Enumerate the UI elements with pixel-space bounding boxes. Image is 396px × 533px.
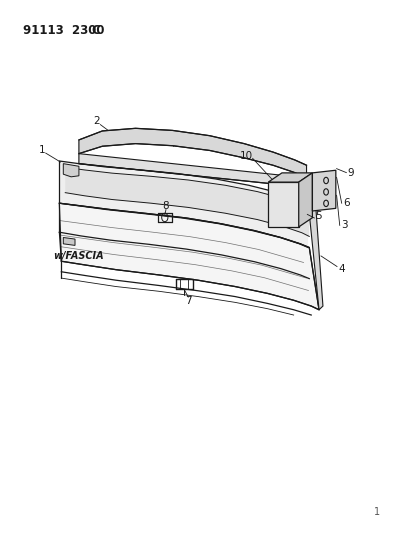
Polygon shape xyxy=(79,154,307,188)
Text: 3: 3 xyxy=(341,220,348,230)
Polygon shape xyxy=(65,167,309,237)
Text: 4: 4 xyxy=(338,264,345,274)
Text: 1: 1 xyxy=(374,507,380,517)
Polygon shape xyxy=(312,170,336,211)
Text: 6: 6 xyxy=(343,198,350,208)
Polygon shape xyxy=(268,182,299,227)
Text: 1: 1 xyxy=(38,146,45,156)
Text: w/FASCIA: w/FASCIA xyxy=(53,251,104,261)
Polygon shape xyxy=(268,173,312,182)
Polygon shape xyxy=(308,198,323,310)
Polygon shape xyxy=(59,203,319,310)
Polygon shape xyxy=(79,128,307,178)
Polygon shape xyxy=(59,161,308,247)
Text: 2: 2 xyxy=(93,116,100,126)
Text: 5: 5 xyxy=(315,212,322,221)
Text: 91113  2300: 91113 2300 xyxy=(23,24,105,37)
Text: 10: 10 xyxy=(240,151,253,161)
Text: 9: 9 xyxy=(348,167,354,177)
Polygon shape xyxy=(63,238,75,245)
Text: 8: 8 xyxy=(163,201,169,212)
Polygon shape xyxy=(63,164,79,177)
Text: C: C xyxy=(91,24,100,37)
Polygon shape xyxy=(299,173,312,227)
Text: 7: 7 xyxy=(185,296,192,306)
